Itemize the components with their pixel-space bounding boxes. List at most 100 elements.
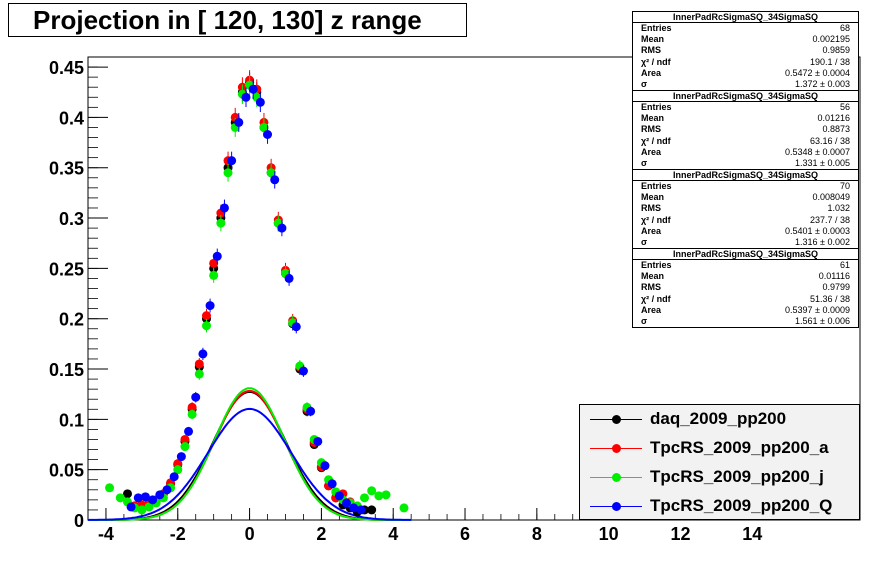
stats-title: InnerPadRcSigmaSQ_34SigmaSQ [633,12,858,23]
stats-value: 0.9799 [822,282,850,293]
data-point [284,273,294,283]
stats-value: 0.008049 [812,192,850,203]
stats-value: 68 [839,23,850,33]
data-point [194,359,204,369]
y-tick-label: 0.2 [59,310,84,330]
y-tick-label: 0.05 [49,461,84,481]
stats-row: RMS 0.9799 [633,282,858,293]
stats-row: RMS 0.9859 [633,45,858,56]
x-tick-label: 0 [245,524,255,544]
data-point [259,122,269,132]
data-point [255,97,265,107]
stats-value: 1.331 ± 0.005 [795,157,850,168]
legend-label: TpcRS_2009_pp200_a [650,438,829,457]
x-tick-label: 14 [742,524,762,544]
stats-key: Area [641,225,662,236]
stats-key: χ² / ndf [641,293,671,304]
stats-key: RMS [641,45,661,56]
data-point [187,402,197,412]
data-point [148,495,158,505]
data-point [216,218,226,228]
data-point [212,251,222,261]
tick-labels: -4 -2 0 2 4 6 8 10 12 14 0 0.05 0.1 0.15 0.2 0.25 0.3 0.3… [49,58,762,544]
data-point [334,491,344,501]
y-tick-label: 0.45 [49,58,84,78]
data-point [205,301,215,311]
legend-marker [612,502,621,511]
stats-key: Area [641,146,662,157]
stats-key: Mean [641,34,665,45]
x-tick-label: 6 [460,524,470,544]
stats-value: 0.5401 ± 0.0003 [785,225,850,236]
stats-key: Entries [641,23,672,33]
stats-row: RMS 1.032 [633,203,858,214]
stats-value: 190.1 / 38 [809,56,850,67]
data-point [176,452,186,462]
data-point [137,505,147,515]
stats-row: Area 0.5472 ± 0.0004 [633,68,858,79]
stats-row: Entries 61 [633,260,858,271]
data-point [194,369,204,379]
stats-value: 1.316 ± 0.002 [795,236,850,247]
y-tick-label: 0.1 [59,410,84,430]
data-point [201,311,211,321]
x-tick-label: 2 [316,524,326,544]
stats-row: Mean 0.002195 [633,34,858,45]
legend-label: daq_2009_pp200 [650,409,787,428]
data-point [223,168,233,178]
stats-value: 0.8873 [822,124,850,135]
stats-value: 0.01116 [818,271,850,282]
stats-row: Area 0.5348 ± 0.0007 [633,147,858,158]
stats-key: RMS [641,282,661,293]
stats-key: Entries [641,260,672,270]
data-point [162,485,172,495]
data-point [320,461,330,471]
data-point [241,92,251,102]
stats-row: Area 0.5401 ± 0.0003 [633,226,858,237]
x-tick-label: 12 [670,524,690,544]
stats-title: InnerPadRcSigmaSQ_34SigmaSQ [633,170,858,181]
x-tick-label: 4 [388,524,398,544]
data-point [169,472,179,482]
x-tick-label: -2 [170,524,186,544]
stats-key: σ [641,78,648,89]
data-point [144,502,154,512]
stats-key: Mean [641,113,665,124]
stats-row: Mean 0.01216 [633,113,858,124]
stats-key: RMS [641,124,661,135]
data-point [342,498,352,508]
legend-marker [612,473,621,482]
data-point [140,492,150,502]
x-tick-label: -4 [98,524,114,544]
stats-key: σ [641,236,648,247]
legend-entry: TpcRS_2009_pp200_j [580,463,859,492]
stats-row: χ² / ndf 190.1 / 38 [633,57,858,68]
legend: daq_2009_pp200 TpcRS_2009_pp200_a TpcRS_20… [579,404,860,520]
fit-curve [88,387,412,521]
stats-row: σ 1.372 ± 0.003 [633,79,858,90]
data-point [374,491,384,501]
legend-marker [612,415,621,424]
stats-value: 1.032 [827,203,850,214]
y-tick-label: 0.35 [49,159,84,179]
stats-row: Area 0.5397 ± 0.0009 [633,305,858,316]
y-tick-label: 0.15 [49,360,84,380]
stats-row: χ² / ndf 51.36 / 38 [633,294,858,305]
stats-value: 70 [839,181,850,191]
data-point [349,503,359,513]
stats-value: 1.561 ± 0.006 [795,315,850,326]
stats-value: 0.5397 ± 0.0009 [785,304,850,315]
stats-row: σ 1.331 ± 0.005 [633,158,858,169]
stats-key: χ² / ndf [641,135,671,146]
stats-key: Entries [641,181,672,191]
stats-row: σ 1.316 ± 0.002 [633,237,858,248]
stats-key: Mean [641,271,665,282]
legend-label: TpcRS_2009_pp200_Q [650,496,833,515]
data-point [248,84,258,94]
data-point [191,392,201,402]
stats-row: Entries 70 [633,181,858,192]
data-point [209,270,219,280]
stats-value: 0.5472 ± 0.0004 [785,67,850,78]
data-point [180,442,190,452]
stats-value: 63.16 / 38 [809,135,850,146]
